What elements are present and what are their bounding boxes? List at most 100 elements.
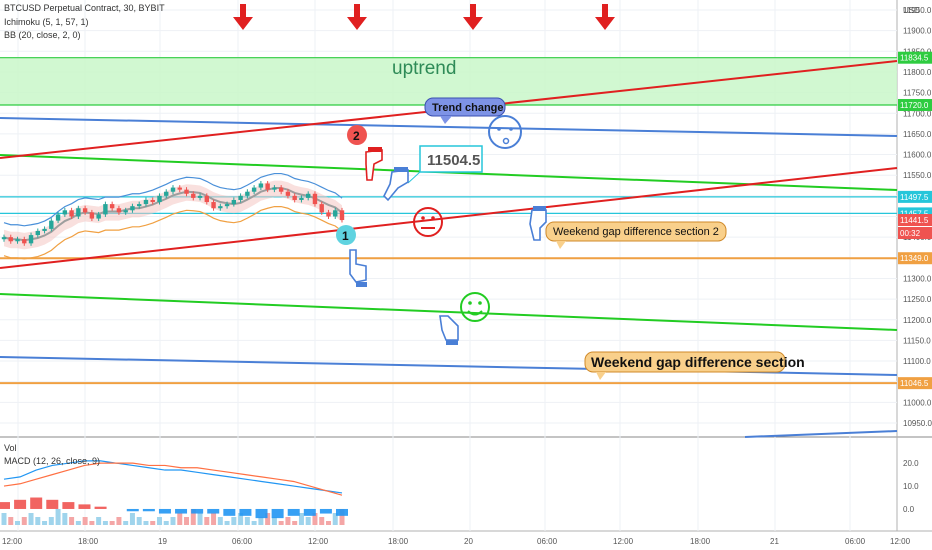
price-tick-label: 10950.0 [903,419,932,428]
blue-pointing-hand-icon [529,209,547,241]
uptrend-label: uptrend [392,58,456,79]
time-tick-label: 18:00 [78,537,99,546]
macd-histogram-bar [239,508,252,516]
time-tick-label: 12:00 [890,537,911,546]
happy-face-icon [460,292,490,322]
volume-bar [190,509,196,525]
candle-body [164,191,169,196]
candle-body [42,228,47,231]
symbol-title: BTCUSD Perpetual Contract, 30, BYBIT [4,3,165,13]
candle-body [96,214,101,219]
macd-histogram-bar [0,502,10,509]
price-tick-label: 11250.0 [903,295,932,304]
axes: 11950.011900.011850.011800.011750.011700… [2,6,932,546]
macd-histogram-bar [78,504,91,509]
candle-body [218,206,223,209]
candle-body [109,204,115,209]
macd [0,460,348,519]
price-callout-label: 11504.5 [427,152,480,169]
time-tick-label: 21 [770,537,779,546]
confused-face-mouth [502,137,510,145]
neutral-face-eye [421,216,425,220]
confused-face-eye [497,127,501,131]
happy-face-eye [478,301,482,305]
candle-body [197,195,203,198]
volume-bar [15,521,21,525]
time-tick-label: 19 [158,537,167,546]
candle-body [251,187,257,192]
candle-body [157,195,162,203]
uptrend-zone [0,57,897,105]
macd-histogram-bar [287,508,300,516]
candle-body [258,183,264,188]
volume-bar [332,513,338,525]
candle-body [272,187,277,190]
candle-body [89,212,95,219]
candles [1,180,345,246]
volume-bar [312,513,318,525]
candle-body [299,197,304,200]
volume-bar [244,517,250,525]
candle-body [150,199,155,203]
blue-hand-cuff [533,206,546,211]
volume-bar [150,521,156,525]
volume-bar [298,513,304,525]
volume-bar [271,517,277,525]
blue-trendline-bottom [744,430,898,438]
gap-section-tail [596,372,606,380]
candle-body [76,208,81,217]
volume-bar [156,517,162,525]
trend-change-bubble-tail [440,116,452,124]
candle-body [204,195,209,203]
volume-bar [89,521,95,525]
price-unit-label: USD [903,6,920,15]
gap-section-label: Weekend gap difference section [591,354,805,370]
candle-body [69,210,74,217]
macd-line [3,460,343,494]
candle-body [137,204,142,207]
time-tick-label: 06:00 [232,537,253,546]
macd-signal-line [3,462,343,496]
volume-bar [177,513,183,525]
volume-bar [136,517,142,525]
price-tick-label: 11700.0 [903,109,932,118]
candle-body [306,193,311,198]
candle-body [22,239,27,244]
macd-histogram-bar [46,499,59,509]
volume-bar [251,521,257,525]
price-marker-label: 11441.5 [900,216,929,225]
macd-histogram-bar [30,497,43,509]
price-tick-label: 11600.0 [903,151,932,160]
candle-body [238,195,243,200]
candle-body [123,210,128,213]
price-tick-label: 11550.0 [903,171,932,180]
neutral-face-icon [413,207,443,237]
volume-bar [55,509,61,525]
happy-face-eye [468,301,472,305]
candle-body [339,210,345,221]
gap-section-2-bubble [545,221,727,242]
volume-bar [170,517,176,525]
bollinger-bands [3,172,343,260]
macd-legend: MACD (12, 26, close, 9) [4,456,101,466]
confused-face-eye [509,127,513,131]
bb-upper-band [3,172,343,227]
volume-bar [285,517,291,525]
macd-histogram-bar [319,508,332,514]
time-tick-label: 12:00 [308,537,329,546]
volume-bar [102,521,108,525]
time-tick-label: 20 [464,537,473,546]
time-tick-label: 18:00 [690,537,711,546]
blue-hand-cuff [446,340,458,345]
candle-body [1,237,7,240]
candle-body [326,212,331,217]
candle-body [82,208,88,213]
candle-body [224,204,230,207]
volume-bar [325,521,331,525]
macd-tick-label: 0.0 [903,505,915,514]
volume-bar [163,521,169,525]
price-marker-tag [898,214,932,227]
time-tick-label: 12:00 [2,537,23,546]
confused-face-icon [488,115,522,149]
